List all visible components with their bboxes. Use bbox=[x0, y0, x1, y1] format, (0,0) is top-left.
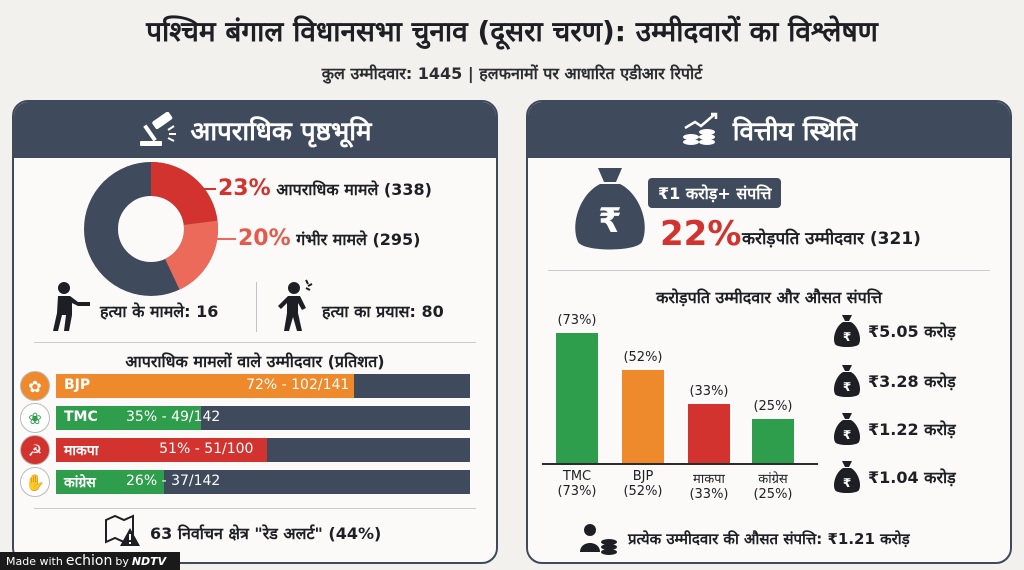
overall-average-label: प्रत्येक उम्मीदवार की औसत संपत्ति: ₹1.21… bbox=[628, 530, 910, 548]
page-subtitle: कुल उम्मीदवार: 1445 | हलफनामों पर आधारित… bbox=[321, 64, 703, 83]
watermark: Made with echion by NDTV bbox=[0, 552, 180, 570]
svg-text:₹: ₹ bbox=[843, 428, 851, 442]
svg-text:₹: ₹ bbox=[843, 330, 851, 344]
overall-average: प्रत्येक उम्मीदवार की औसत संपत्ति: ₹1.21… bbox=[578, 522, 910, 556]
party-logo-icon: ✋ bbox=[20, 467, 50, 497]
chart-category-label: कांग्रेस (25%) bbox=[753, 472, 793, 502]
divider bbox=[34, 508, 476, 509]
crorepati-tag: ₹1 करोड़+ संपत्ति bbox=[648, 178, 782, 208]
coins-growth-icon bbox=[682, 112, 717, 145]
chart-category-label: माकपा (33%) bbox=[689, 472, 729, 502]
chart-category-label: BJP (52%) bbox=[623, 469, 663, 499]
avg-asset-value: ₹1.22 करोड़ bbox=[868, 420, 956, 439]
money-bag-icon: ₹ bbox=[833, 365, 861, 397]
avg-asset-value: ₹1.04 करोड़ bbox=[868, 468, 956, 487]
party-bar-fill bbox=[56, 438, 268, 462]
criminal-cases-stat: 23% आपराधिक मामले (338) bbox=[218, 176, 432, 201]
party-bar-row: BJP 72% - 102/141 bbox=[56, 374, 470, 398]
chart-value-label: (52%) bbox=[623, 350, 663, 366]
serious-label: गंभीर मामले (295) bbox=[296, 230, 421, 249]
attempt-cases: हत्या का प्रयास: 80 bbox=[322, 302, 444, 321]
donut-segment-serious bbox=[164, 220, 218, 290]
chart-value-label: (73%) bbox=[557, 313, 597, 329]
financial-status-panel: वित्तीय स्थिति ₹ ₹1 करोड़+ संपत्ति 22% क… bbox=[526, 100, 1012, 564]
party-value: 26% - 37/142 bbox=[126, 473, 221, 489]
crorepati-pct: 22% bbox=[660, 214, 742, 254]
attack-icon bbox=[278, 279, 313, 331]
divider bbox=[34, 342, 476, 343]
party-bar-row: TMC 35% - 49/142 bbox=[56, 406, 470, 430]
money-bag-icon: ₹ bbox=[575, 168, 645, 250]
shooter-icon bbox=[53, 282, 90, 331]
chart-bar bbox=[556, 333, 598, 463]
gavel-icon bbox=[140, 112, 177, 146]
party-value: 72% - 102/141 bbox=[246, 377, 350, 393]
x-axis bbox=[542, 463, 818, 465]
party-value: 51% - 51/100 bbox=[159, 441, 254, 457]
party-name: TMC bbox=[64, 409, 98, 425]
financial-panel-title: वित्तीय स्थिति bbox=[732, 117, 858, 147]
svg-text:₹: ₹ bbox=[843, 380, 851, 394]
criminal-label: आपराधिक मामले (338) bbox=[276, 180, 432, 199]
criminal-panel-header: आपराधिक पृष्ठभूमि bbox=[14, 102, 496, 158]
watermark-made-with: Made with bbox=[6, 554, 63, 568]
avg-asset-row: ₹ ₹1.04 करोड़ bbox=[832, 460, 956, 494]
avg-asset-row: ₹ ₹3.28 करोड़ bbox=[832, 364, 956, 398]
party-name: माकपा bbox=[64, 443, 99, 459]
watermark-org: NDTV bbox=[131, 554, 167, 568]
party-bar-fill bbox=[56, 406, 201, 430]
donut-segment-criminal bbox=[150, 162, 218, 226]
party-logo-icon: ☭ bbox=[20, 435, 50, 465]
parties-section-title: आपराधिक मामलों वाले उम्मीदवार (प्रतिशत) bbox=[125, 352, 385, 371]
party-logo-icon: ✿ bbox=[20, 371, 50, 401]
criminal-panel-title: आपराधिक पृष्ठभूमि bbox=[190, 117, 372, 147]
chart-bar bbox=[688, 404, 730, 463]
red-alert-constituencies: 63 निर्वाचन क्षेत्र "रेड अलर्ट" (44%) bbox=[150, 524, 382, 543]
divider bbox=[256, 282, 257, 332]
party-name: कांग्रेस bbox=[64, 475, 96, 491]
chart-bar bbox=[752, 418, 794, 463]
party-bar-fill bbox=[56, 470, 164, 494]
avg-asset-row: ₹ ₹5.05 करोड़ bbox=[832, 314, 956, 348]
murder-cases: हत्या के मामले: 16 bbox=[100, 302, 219, 321]
money-bag-icon: ₹ bbox=[833, 315, 861, 347]
leader-line bbox=[186, 238, 236, 240]
serious-pct: 20% bbox=[238, 226, 291, 251]
criminal-pct: 23% bbox=[218, 176, 271, 201]
criminal-donut-chart bbox=[84, 162, 218, 296]
svg-text:₹: ₹ bbox=[598, 201, 622, 241]
person-coins-icon bbox=[580, 524, 617, 555]
avg-asset-value: ₹5.05 करोड़ bbox=[868, 322, 956, 341]
watermark-brand: echion bbox=[65, 553, 113, 569]
serious-cases-stat: 20% गंभीर मामले (295) bbox=[238, 226, 421, 251]
chart-value-label: (33%) bbox=[689, 384, 729, 400]
party-name: BJP bbox=[64, 377, 91, 393]
criminal-background-panel: आपराधिक पृष्ठभूमि 23% आपराधिक मामले (338… bbox=[12, 100, 498, 564]
financial-panel-header: वित्तीय स्थिति bbox=[528, 102, 1010, 158]
chart-value-label: (25%) bbox=[753, 398, 793, 414]
crorepati-label: करोड़पति उम्मीदवार (321) bbox=[742, 229, 921, 249]
party-value: 35% - 49/142 bbox=[126, 409, 221, 425]
avg-asset-row: ₹ ₹1.22 करोड़ bbox=[832, 412, 956, 446]
avg-asset-value: ₹3.28 करोड़ bbox=[868, 372, 956, 391]
party-logo-icon: ❀ bbox=[20, 403, 50, 433]
leader-line bbox=[184, 188, 216, 190]
party-bar-row: कांग्रेस 26% - 37/142 bbox=[56, 470, 470, 494]
svg-text:₹: ₹ bbox=[843, 476, 851, 490]
chart-category-label: TMC (73%) bbox=[557, 469, 597, 499]
party-bar-row: माकपा 51% - 51/100 bbox=[56, 438, 470, 462]
watermark-by: by bbox=[115, 554, 129, 568]
money-bag-icon: ₹ bbox=[833, 461, 861, 493]
money-bag-icon: ₹ bbox=[833, 413, 861, 445]
party-bar-fill bbox=[56, 374, 355, 398]
map-alert-icon bbox=[105, 514, 140, 546]
page-title: पश्चिम बंगाल विधानसभा चुनाव (दूसरा चरण):… bbox=[146, 15, 878, 48]
chart-bar bbox=[622, 370, 664, 463]
divider bbox=[548, 270, 990, 271]
chart-title: करोड़पति उम्मीदवार और औसत संपत्ति bbox=[656, 288, 882, 307]
